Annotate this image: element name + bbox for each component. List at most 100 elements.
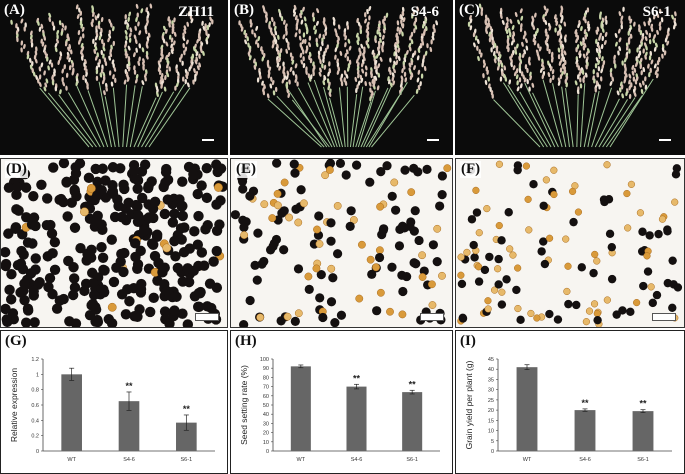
spikelet: [392, 80, 396, 86]
spikelet: [90, 22, 94, 28]
spikelet: [423, 65, 427, 72]
sterile-pollen-grain: [524, 195, 532, 203]
fertile-pollen-grain: [136, 166, 148, 177]
x-tick-label: S6-1: [406, 457, 418, 463]
spikelet: [582, 45, 586, 51]
spikelet: [361, 68, 365, 74]
spikelet: [354, 76, 358, 83]
spikelet: [40, 38, 43, 44]
panicle: [48, 12, 101, 148]
spikelet: [378, 31, 381, 37]
spikelet: [356, 17, 359, 24]
spikelet: [621, 93, 624, 99]
fertile-pollen-grain: [289, 159, 299, 169]
spikelet: [656, 13, 660, 19]
spikelet: [173, 31, 177, 37]
x-tick-label: S6-1: [637, 457, 649, 463]
spikelet: [396, 26, 400, 32]
spikelet: [579, 41, 583, 47]
fertile-pollen-grain: [44, 272, 56, 284]
spikelet: [80, 23, 84, 29]
sterile-pollen-grain: [593, 257, 601, 265]
spikelet: [56, 29, 60, 35]
spikelet: [495, 48, 499, 54]
spikelet: [549, 77, 552, 83]
sterile-pollen-grain: [80, 207, 89, 217]
panicle-stem: [329, 97, 344, 148]
y-tick-label: 35: [488, 377, 494, 383]
spikelet: [661, 53, 664, 59]
spikelet: [75, 80, 79, 87]
spikelet: [105, 82, 108, 88]
spikelet: [638, 44, 641, 50]
fertile-pollen-grain: [480, 265, 490, 275]
spikelet: [558, 60, 562, 66]
panicle-stem: [355, 101, 372, 148]
spikelet: [312, 70, 315, 77]
fertile-pollen-grain: [599, 195, 609, 204]
spikelet: [159, 69, 162, 76]
spikelet: [402, 17, 406, 23]
spikelet: [389, 69, 392, 76]
spikelet: [146, 10, 150, 16]
fertile-pollen-grain: [170, 251, 181, 262]
sterile-pollen-grain: [514, 304, 522, 313]
fertile-pollen-grain: [182, 319, 194, 327]
fertile-pollen-grain: [250, 260, 260, 270]
spikelet: [653, 46, 657, 52]
fertile-pollen-grain: [11, 204, 22, 215]
spikelet: [112, 74, 115, 80]
spikelet: [469, 25, 473, 31]
fertile-pollen-grain: [193, 288, 205, 299]
spikelet: [261, 80, 264, 86]
panel-b-panicles-s4-6: (B) S4-6: [230, 0, 453, 155]
fertile-pollen-grain: [607, 274, 617, 284]
panicles-photo-a: [10, 3, 214, 148]
spikelet: [518, 68, 522, 74]
spikelet: [127, 45, 131, 51]
sterile-pollen-grain: [545, 234, 554, 242]
panicle: [75, 4, 109, 148]
fertile-pollen-grain: [169, 208, 180, 219]
fertile-pollen-grain: [663, 225, 672, 234]
sterile-pollen-grain: [312, 264, 321, 273]
sterile-pollen-grain: [300, 199, 308, 208]
fertile-pollen-grain: [159, 208, 171, 220]
fertile-pollen-grain: [62, 211, 73, 222]
spikelet: [659, 8, 662, 14]
spikelet: [343, 70, 347, 76]
sterile-pollen-grain: [162, 243, 172, 253]
spikelet: [332, 20, 336, 26]
spikelet: [257, 36, 261, 42]
spikelet: [59, 89, 62, 95]
spikelet: [95, 69, 99, 75]
spikelet: [613, 54, 616, 60]
fertile-pollen-grain: [88, 289, 100, 301]
spikelet: [274, 39, 278, 45]
fertile-pollen-grain: [239, 320, 249, 327]
spikelet: [138, 43, 141, 49]
sterile-pollen-grain: [498, 288, 506, 296]
fertile-pollen-grain: [326, 297, 337, 307]
spikelet: [404, 77, 408, 83]
panicle: [605, 8, 664, 148]
panicle-stem: [368, 82, 408, 148]
fertile-pollen-grain: [192, 188, 203, 200]
sterile-pollen-grain: [294, 309, 303, 318]
spikelet: [201, 20, 204, 26]
spikelet: [124, 14, 127, 20]
y-tick-label: 40: [488, 367, 494, 373]
spikelet: [604, 15, 608, 21]
x-tick-label: S6-1: [181, 457, 193, 463]
panicle: [363, 6, 405, 148]
panicle-stem: [122, 84, 128, 148]
spikelet: [654, 69, 658, 75]
spikelet: [649, 67, 652, 73]
spikelet: [364, 18, 367, 24]
spikelet: [356, 40, 360, 46]
spikelet: [166, 63, 169, 69]
fertile-pollen-grain: [177, 210, 188, 222]
spikelet: [476, 45, 479, 51]
spikelet: [334, 47, 338, 53]
spikelet: [253, 32, 257, 38]
